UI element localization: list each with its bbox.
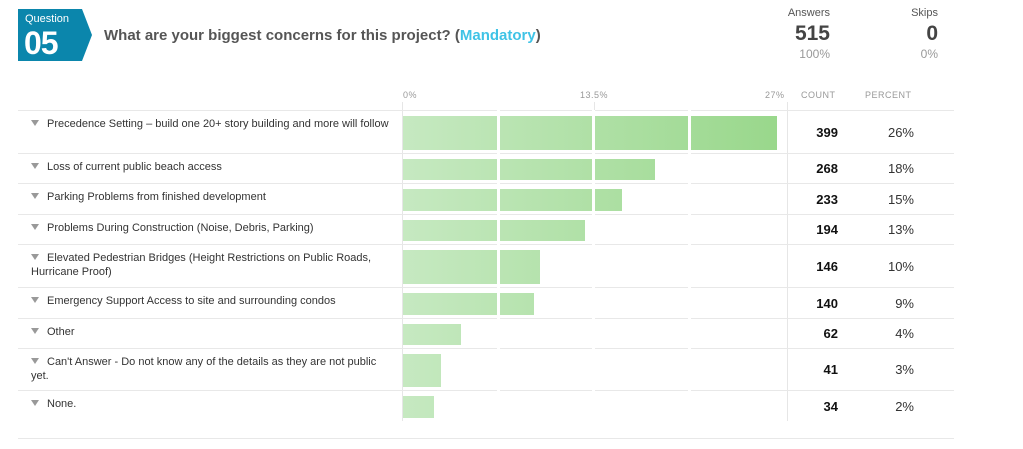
- bar: [403, 159, 655, 180]
- answer-text: Elevated Pedestrian Bridges (Height Rest…: [31, 252, 372, 278]
- title-close: ): [535, 27, 541, 44]
- skips-label: Skips: [911, 7, 938, 19]
- filter-icon[interactable]: [31, 400, 39, 406]
- percent-value: 3%: [895, 362, 914, 377]
- answer-label: Parking Problems from finished developme…: [31, 190, 391, 204]
- filter-icon[interactable]: [31, 224, 39, 230]
- table-row: Emergency Support Access to site and sur…: [18, 287, 954, 319]
- answer-text: Precedence Setting – build one 20+ story…: [47, 118, 389, 130]
- title-text: What are your biggest concerns for this …: [104, 27, 460, 44]
- skips-percent: 0%: [920, 47, 938, 61]
- bar: [403, 396, 435, 418]
- answer-label: None.: [31, 397, 391, 411]
- table-row: Other 62 4%: [18, 318, 954, 349]
- grid-line: [787, 102, 788, 421]
- count-value: 268: [816, 161, 838, 176]
- answer-text: Other: [47, 326, 75, 338]
- bottom-divider: [18, 438, 954, 439]
- answer-text: Problems During Construction (Noise, Deb…: [47, 222, 314, 234]
- bar: [403, 354, 442, 387]
- answers-stat: Answers 515 100%: [770, 7, 830, 61]
- table-row: Can't Answer - Do not know any of the de…: [18, 348, 954, 391]
- percent-value: 18%: [887, 161, 914, 176]
- question-title: What are your biggest concerns for this …: [104, 27, 541, 44]
- bar: [403, 220, 586, 241]
- tick-label: 27%: [765, 90, 785, 100]
- answer-label: Loss of current public beach access: [31, 160, 391, 174]
- filter-icon[interactable]: [31, 193, 39, 199]
- axis-line: [402, 102, 403, 421]
- percent-value: 26%: [887, 124, 914, 140]
- mandatory-label: Mandatory: [459, 27, 536, 44]
- grid-gap: [688, 110, 691, 421]
- answer-text: Loss of current public beach access: [47, 161, 222, 173]
- grid-gap: [497, 110, 500, 421]
- count-value: 233: [816, 191, 838, 207]
- bar: [403, 250, 540, 284]
- filter-icon[interactable]: [31, 254, 39, 260]
- answers-percent: 100%: [799, 47, 830, 61]
- count-value: 140: [816, 295, 838, 311]
- count-header: COUNT: [801, 90, 836, 100]
- answer-label: Precedence Setting – build one 20+ story…: [31, 117, 391, 131]
- count-value: 41: [823, 362, 838, 377]
- count-value: 62: [823, 326, 838, 341]
- answer-label: Can't Answer - Do not know any of the de…: [31, 355, 391, 383]
- grid-gap: [592, 110, 595, 421]
- bar: [403, 324, 462, 345]
- tick-label: 0%: [403, 90, 418, 100]
- answer-label: Emergency Support Access to site and sur…: [31, 294, 391, 308]
- bar: [403, 189, 623, 211]
- answer-label: Other: [31, 325, 391, 339]
- bar: [403, 116, 778, 150]
- percent-value: 13%: [887, 222, 914, 237]
- filter-icon[interactable]: [31, 297, 39, 303]
- count-value: 399: [816, 124, 838, 140]
- question-label: Question: [25, 13, 70, 25]
- percent-value: 15%: [887, 191, 914, 207]
- question-badge: Question 05: [18, 9, 92, 61]
- table-row: Precedence Setting – build one 20+ story…: [18, 110, 954, 154]
- percent-value: 2%: [895, 398, 914, 414]
- filter-icon[interactable]: [31, 358, 39, 364]
- answer-label: Problems During Construction (Noise, Deb…: [31, 221, 391, 235]
- table-row: None. 34 2%: [18, 390, 954, 422]
- percent-value: 4%: [895, 326, 914, 341]
- filter-icon[interactable]: [31, 120, 39, 126]
- answer-text: Emergency Support Access to site and sur…: [47, 295, 336, 307]
- percent-value: 9%: [895, 295, 914, 311]
- answer-text: None.: [47, 398, 77, 410]
- answers-label: Answers: [787, 7, 830, 19]
- tick-label: 13.5%: [580, 90, 609, 100]
- question-number: 05: [24, 25, 59, 61]
- filter-icon[interactable]: [31, 328, 39, 334]
- count-value: 194: [816, 222, 838, 237]
- answer-label: Elevated Pedestrian Bridges (Height Rest…: [31, 251, 391, 279]
- table-row: Problems During Construction (Noise, Deb…: [18, 214, 954, 245]
- table-row: Loss of current public beach access 268 …: [18, 153, 954, 184]
- skips-stat: Skips 0 0%: [880, 7, 938, 61]
- table-row: Elevated Pedestrian Bridges (Height Rest…: [18, 244, 954, 288]
- count-value: 34: [823, 398, 838, 414]
- percent-header: PERCENT: [865, 90, 912, 100]
- answers-value: 515: [794, 22, 830, 45]
- count-value: 146: [816, 258, 838, 274]
- table-row: Parking Problems from finished developme…: [18, 183, 954, 215]
- skips-value: 0: [926, 22, 938, 45]
- answer-text: Can't Answer - Do not know any of the de…: [31, 356, 377, 382]
- bar: [403, 293, 534, 315]
- answer-text: Parking Problems from finished developme…: [47, 191, 266, 203]
- percent-value: 10%: [887, 258, 914, 274]
- filter-icon[interactable]: [31, 163, 39, 169]
